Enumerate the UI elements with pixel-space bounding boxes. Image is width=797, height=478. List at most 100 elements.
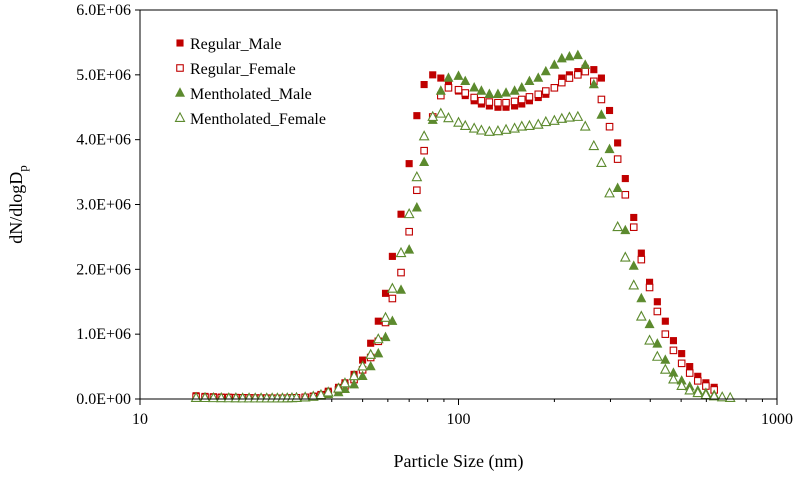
data-point	[540, 65, 551, 76]
data-point	[349, 378, 360, 389]
data-point	[540, 115, 552, 127]
data-point	[596, 109, 607, 119]
data-point	[483, 125, 495, 136]
data-point	[494, 98, 502, 107]
data-point	[708, 390, 720, 401]
y-tick-label: 6.0E+06	[76, 2, 131, 19]
data-point	[653, 298, 661, 306]
data-point	[437, 74, 445, 82]
data-point	[476, 85, 487, 95]
data-point	[605, 106, 614, 115]
data-point	[579, 120, 591, 131]
data-point	[443, 72, 454, 82]
data-point	[333, 382, 344, 393]
data-point	[420, 146, 428, 155]
y-axis-title-main: dN/dlogD	[6, 172, 26, 244]
data-point	[604, 143, 615, 154]
legend-label: Regular_Female	[190, 61, 296, 78]
data-point	[516, 120, 528, 131]
legend-marker	[176, 64, 184, 72]
data-point	[418, 130, 430, 141]
data-point	[564, 50, 575, 61]
data-point	[613, 155, 622, 163]
data-point	[461, 89, 470, 97]
data-point	[572, 49, 583, 60]
data-point	[510, 97, 519, 106]
data-point	[612, 220, 624, 232]
data-point	[668, 373, 679, 384]
data-point	[595, 156, 607, 167]
data-point	[223, 392, 235, 403]
data-point	[469, 82, 480, 92]
data-point	[630, 213, 638, 222]
data-point	[574, 71, 582, 79]
data-point	[533, 72, 544, 82]
data-point	[685, 369, 694, 377]
data-point	[460, 75, 471, 86]
data-point	[484, 88, 495, 98]
data-point	[443, 111, 454, 123]
data-point	[661, 317, 669, 325]
data-point	[645, 283, 654, 292]
data-point	[404, 244, 415, 254]
legend-label: Regular_Male	[190, 36, 282, 53]
data-point	[534, 90, 543, 99]
data-point	[380, 331, 391, 342]
data-point	[550, 84, 559, 92]
legend-label: Mentholated_Male	[190, 86, 312, 103]
data-point	[621, 190, 630, 199]
data-point	[572, 110, 584, 121]
data-point	[492, 88, 503, 98]
legend-marker	[174, 111, 186, 122]
series-mentholated-male	[191, 49, 720, 403]
x-tick-label: 1000	[761, 411, 793, 428]
data-point	[403, 207, 415, 219]
data-point	[588, 139, 600, 151]
y-tick-label: 1.0E+06	[76, 326, 131, 343]
ticks-layer: 0.0E+00 1.0E+06 2.0E+06 3.0E+06 4.0E+06 5.0E+…	[76, 2, 793, 428]
data-point	[357, 370, 368, 381]
data-point	[502, 98, 510, 107]
data-point	[564, 111, 575, 122]
data-point	[230, 392, 242, 403]
data-point	[475, 124, 487, 135]
data-point	[413, 112, 421, 120]
data-point	[405, 227, 413, 236]
data-point	[444, 84, 453, 92]
data-point	[612, 182, 623, 192]
legend-marker	[176, 39, 184, 47]
data-point	[387, 315, 398, 325]
x-axis-title: Particle Size (nm)	[394, 451, 524, 472]
y-tick-label: 0.0E+00	[76, 391, 131, 408]
data-point	[651, 350, 663, 361]
data-point	[628, 260, 639, 270]
data-point	[581, 67, 590, 76]
y-tick-label: 3.0E+06	[76, 197, 131, 214]
data-point	[677, 359, 686, 368]
data-point	[427, 110, 439, 121]
data-point	[435, 107, 447, 118]
data-point	[636, 292, 647, 303]
data-point	[524, 75, 535, 86]
data-point	[605, 122, 614, 131]
data-point	[413, 186, 421, 195]
data-point	[381, 289, 390, 297]
data-point	[590, 66, 598, 74]
data-point	[501, 87, 512, 97]
data-point	[678, 350, 686, 358]
y-tick-label: 2.0E+06	[76, 261, 131, 278]
data-point	[454, 85, 463, 94]
legend-label: Mentholated_Female	[190, 111, 326, 128]
y-axis-title-subscript: p	[15, 165, 30, 172]
data-point	[365, 360, 376, 371]
data-point	[653, 307, 662, 316]
data-point	[580, 59, 591, 69]
data-point	[669, 346, 678, 355]
data-point	[388, 252, 396, 260]
data-point	[614, 139, 622, 147]
data-point	[388, 294, 397, 303]
data-point	[405, 160, 413, 168]
data-point	[635, 310, 647, 321]
